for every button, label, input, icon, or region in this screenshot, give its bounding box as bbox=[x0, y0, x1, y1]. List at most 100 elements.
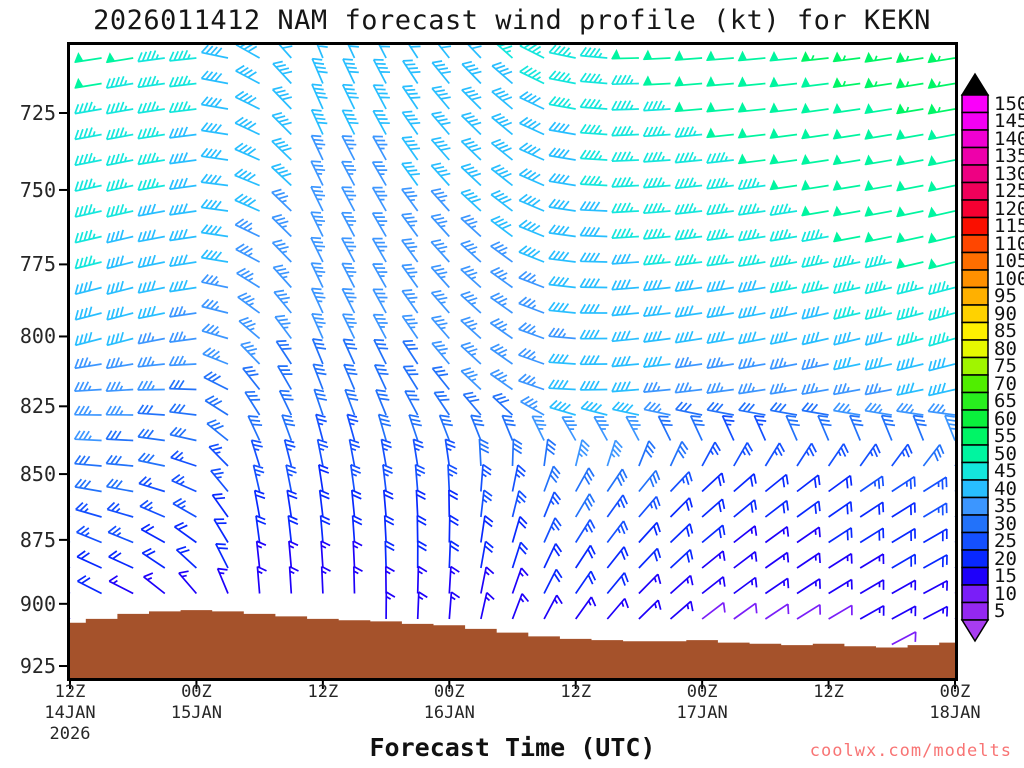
wind-barb bbox=[579, 278, 608, 289]
wind-barb bbox=[737, 331, 766, 345]
wind-barb bbox=[817, 414, 832, 441]
wind-barb bbox=[511, 516, 528, 543]
wind-barb-pennant bbox=[896, 257, 906, 269]
wind-barb bbox=[168, 279, 197, 293]
wind-barb bbox=[213, 518, 229, 543]
wind-barb bbox=[287, 514, 299, 543]
colorbar-cell bbox=[961, 199, 989, 219]
wind-barb bbox=[76, 550, 102, 569]
wind-barb bbox=[201, 298, 229, 314]
wind-barb bbox=[415, 489, 426, 518]
colorbar-cell bbox=[961, 251, 989, 271]
colorbar-cell bbox=[961, 269, 989, 289]
wind-barb bbox=[796, 578, 821, 595]
wind-barb bbox=[574, 570, 597, 594]
wind-barb bbox=[519, 116, 545, 136]
wind-barb bbox=[462, 391, 482, 416]
colorbar-label: 150 bbox=[994, 92, 1024, 115]
colorbar-label: 90 bbox=[994, 302, 1017, 325]
y-tick-label: 800 bbox=[19, 324, 56, 349]
wind-barb bbox=[105, 454, 134, 467]
wind-barb bbox=[275, 340, 293, 365]
wind-barb bbox=[460, 341, 482, 365]
wind-barb bbox=[859, 579, 885, 595]
wind-barb bbox=[769, 382, 798, 395]
wind-barb bbox=[518, 245, 545, 263]
colorbar-label: 30 bbox=[994, 512, 1017, 535]
wind-barb-pennant bbox=[642, 49, 653, 60]
wind-barb bbox=[401, 85, 421, 110]
wind-barb bbox=[548, 224, 576, 238]
colorbar-cell bbox=[961, 216, 989, 236]
colorbar-label: 40 bbox=[994, 477, 1017, 500]
colorbar-cell bbox=[961, 339, 989, 359]
wind-barb bbox=[737, 228, 766, 242]
wind-barb bbox=[371, 237, 388, 263]
wind-barb bbox=[611, 228, 639, 240]
wind-barb-pennant bbox=[864, 205, 874, 217]
x-tick-label: 12Z bbox=[54, 682, 86, 702]
wind-barb bbox=[448, 489, 459, 518]
wind-barb bbox=[278, 45, 293, 59]
wind-barb bbox=[638, 469, 661, 493]
wind-barb bbox=[310, 185, 326, 212]
wind-barb-pennant bbox=[832, 102, 843, 114]
wind-barb bbox=[168, 203, 197, 216]
wind-barb bbox=[272, 60, 293, 85]
wind-barb bbox=[70, 364, 71, 365]
wind-barb bbox=[579, 226, 608, 238]
wind-barb bbox=[385, 591, 396, 620]
wind-barb bbox=[606, 572, 629, 595]
wind-barb bbox=[143, 572, 166, 595]
wind-barb bbox=[382, 489, 394, 518]
wind-barb bbox=[859, 553, 885, 569]
wind-barb bbox=[342, 58, 359, 84]
wind-barb bbox=[574, 544, 596, 569]
wind-barb bbox=[859, 475, 885, 493]
wind-barb bbox=[74, 331, 102, 347]
wind-barb bbox=[832, 402, 861, 416]
wind-barb bbox=[313, 388, 328, 416]
wind-barb bbox=[74, 255, 102, 270]
wind-barb bbox=[74, 178, 102, 192]
wind-barb bbox=[105, 76, 134, 89]
wind-barb bbox=[137, 280, 165, 294]
wind-barb-pennant bbox=[928, 258, 938, 270]
wind-barb bbox=[606, 546, 629, 569]
wind-barb bbox=[611, 151, 639, 163]
wind-barb bbox=[543, 465, 561, 492]
wind-barb bbox=[416, 514, 427, 543]
wind-barb bbox=[928, 357, 955, 372]
wind-barb bbox=[733, 473, 757, 493]
wind-barb bbox=[383, 514, 395, 543]
wind-barb bbox=[642, 202, 671, 215]
wind-barb-pennant bbox=[927, 232, 938, 244]
colorbar-label: 80 bbox=[994, 337, 1017, 360]
wind-barb bbox=[674, 279, 703, 292]
wind-barb bbox=[105, 405, 134, 416]
colorbar-label: 135 bbox=[994, 145, 1024, 168]
wind-barb bbox=[70, 211, 71, 212]
wind-barb bbox=[137, 305, 165, 320]
wind-barb bbox=[490, 138, 514, 161]
wind-barb bbox=[928, 332, 955, 347]
wind-barb bbox=[543, 543, 563, 569]
wind-barb bbox=[250, 439, 263, 467]
wind-barb bbox=[74, 127, 102, 141]
wind-barb bbox=[675, 401, 703, 416]
colorbar-label: 55 bbox=[994, 425, 1017, 448]
wind-barb bbox=[247, 415, 263, 441]
wind-barb bbox=[310, 287, 326, 314]
colorbar-label: 70 bbox=[994, 372, 1017, 395]
wind-barb-pennant bbox=[674, 50, 684, 61]
wind-barb bbox=[341, 211, 357, 237]
wind-barb bbox=[408, 45, 421, 59]
wind-barb bbox=[701, 441, 721, 467]
wind-barb bbox=[801, 280, 829, 294]
wind-barb bbox=[137, 178, 165, 191]
wind-barb bbox=[611, 330, 639, 343]
wind-barb bbox=[105, 430, 134, 442]
wind-barb bbox=[460, 367, 482, 391]
wind-barb-pennant bbox=[674, 75, 684, 87]
wind-barb bbox=[137, 404, 165, 416]
